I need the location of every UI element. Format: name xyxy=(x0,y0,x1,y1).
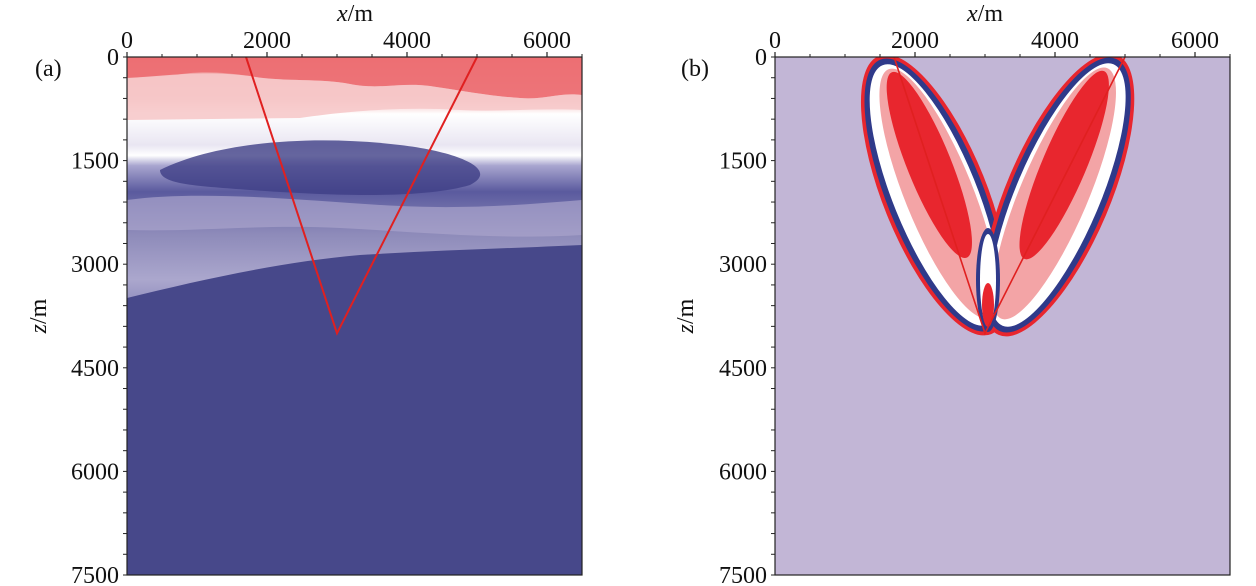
panel-b-x-axis-title: x/m xyxy=(966,1,1003,27)
panel-a-x-tick-label: 0 xyxy=(121,28,133,54)
panel-a-y-axis-title: z/m xyxy=(26,298,52,334)
panel-a-low-velocity-lens xyxy=(160,140,481,195)
panel-a-mid-layer xyxy=(127,195,582,237)
panel-a-y-tick-label: 6000 xyxy=(71,459,119,485)
panel-b-y-tick-label: 4500 xyxy=(719,356,767,382)
panel-a-x-axis-title: x/m xyxy=(336,1,373,27)
panel-b-x-tick-label: 2000 xyxy=(891,28,939,54)
panel-b-y-tick-label: 3000 xyxy=(719,252,767,278)
panel-b-image xyxy=(775,57,1230,575)
panel-b-frame xyxy=(774,56,1231,576)
panel-a-y-tick-label: 4500 xyxy=(71,356,119,382)
panel-b-y-tick-label: 7500 xyxy=(719,563,767,586)
panel-a-axes: 0 2000 4000 6000 0 1500 3000 4500 6000 7500 xyxy=(71,28,583,586)
panel-b-x-tick-label: 4000 xyxy=(1031,28,1079,54)
panel-a-x-tick-label: 2000 xyxy=(243,28,291,54)
panel-a-y-tick-label: 3000 xyxy=(71,252,119,278)
panel-a-shallow-high-layer xyxy=(127,57,582,99)
panel-a: 0 2000 4000 6000 0 1500 3000 4500 6000 7500 (a) x… xyxy=(26,1,583,586)
panel-a-y-tick-label: 1500 xyxy=(71,149,119,175)
panel-a-x-tick-label: 6000 xyxy=(523,28,571,54)
panel-b-x-tick-label: 6000 xyxy=(1171,28,1219,54)
panel-b-y-tick-label: 0 xyxy=(755,45,767,71)
panel-a-image xyxy=(127,57,582,575)
panel-a-transition-layer xyxy=(127,73,582,120)
panel-b-axes: 0 2000 4000 6000 0 1500 3000 4500 6000 7500 xyxy=(719,28,1231,586)
panel-b-label: (b) xyxy=(681,56,709,82)
panel-a-y-tick-label: 0 xyxy=(107,45,119,71)
panel-a-frame xyxy=(126,56,583,576)
panel-b-y-axis-title: z/m xyxy=(673,298,699,334)
panel-a-deep-layer xyxy=(127,245,582,575)
panel-a-label: (a) xyxy=(35,56,62,82)
panel-a-x-tick-label: 4000 xyxy=(383,28,431,54)
panel-b-y-tick-label: 1500 xyxy=(719,149,767,175)
panel-b-x-tick-label: 0 xyxy=(769,28,781,54)
panel-b-apex-structure xyxy=(976,228,1000,332)
panel-b: 0 2000 4000 6000 0 1500 3000 4500 6000 7500 (b) x… xyxy=(673,1,1231,586)
panel-a-y-tick-label: 7500 xyxy=(71,563,119,586)
panel-b-y-tick-label: 6000 xyxy=(719,459,767,485)
panel-a-ray-path xyxy=(245,56,478,336)
panel-b-ray-path xyxy=(893,56,1126,336)
